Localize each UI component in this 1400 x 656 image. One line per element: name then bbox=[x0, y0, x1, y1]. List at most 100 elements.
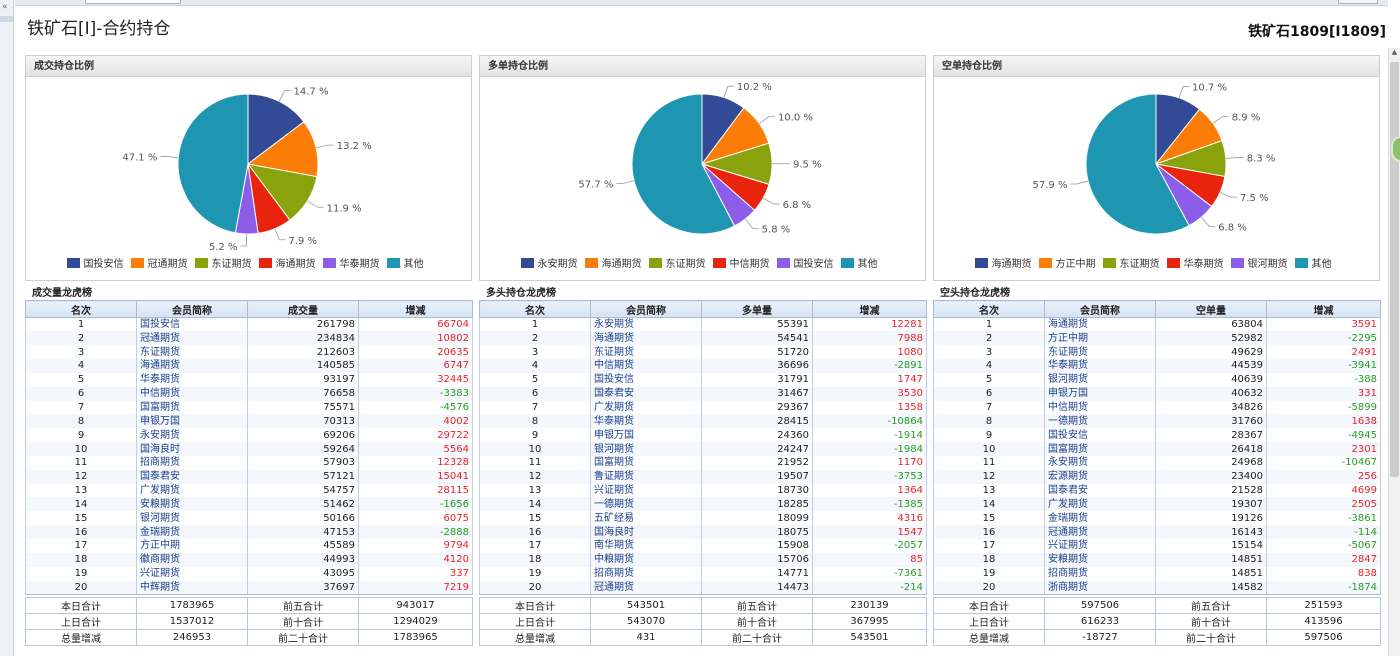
legend-item[interactable]: 国投安信 bbox=[776, 258, 834, 270]
double-chevron-icon[interactable]: « bbox=[2, 2, 8, 12]
member-name-link[interactable]: 金瑞期货 bbox=[1044, 511, 1156, 526]
member-name-link[interactable]: 国泰君安 bbox=[136, 469, 248, 484]
member-name-link[interactable]: 东证期货 bbox=[136, 345, 248, 360]
member-name-link[interactable]: 申银万国 bbox=[590, 428, 702, 443]
member-name-link[interactable]: 冠通期货 bbox=[136, 331, 248, 346]
member-name-link[interactable]: 永安期货 bbox=[590, 317, 702, 332]
legend-item[interactable]: 国投安信 bbox=[66, 258, 124, 270]
member-name-link[interactable]: 国投安信 bbox=[590, 372, 702, 387]
member-name-link[interactable]: 安粮期货 bbox=[1044, 552, 1156, 567]
member-name-link[interactable]: 冠通期货 bbox=[1044, 525, 1156, 539]
legend-item[interactable]: 海通期货 bbox=[974, 258, 1032, 270]
scroll-up-icon[interactable]: ▲ bbox=[1391, 48, 1398, 56]
member-name-link[interactable]: 中辉期货 bbox=[136, 580, 248, 595]
scrollbar-thumb[interactable] bbox=[1390, 62, 1399, 477]
member-name-link[interactable]: 冠通期货 bbox=[590, 580, 702, 595]
member-name-link[interactable]: 徽商期货 bbox=[136, 552, 248, 567]
legend-item[interactable]: 银河期货 bbox=[1230, 258, 1288, 270]
column-header[interactable]: 会员简称 bbox=[590, 300, 702, 318]
member-name-link[interactable]: 广发期货 bbox=[136, 483, 248, 498]
member-name-link[interactable]: 海通期货 bbox=[1044, 317, 1156, 332]
legend-item[interactable]: 华泰期货 bbox=[1166, 258, 1224, 270]
member-name-link[interactable]: 国投安信 bbox=[136, 317, 248, 332]
member-name-link[interactable]: 国投安信 bbox=[1044, 428, 1156, 443]
member-name-link[interactable]: 银河期货 bbox=[590, 442, 702, 456]
member-name-link[interactable]: 海通期货 bbox=[136, 359, 248, 373]
legend-item[interactable]: 海通期货 bbox=[258, 258, 316, 270]
member-name-link[interactable]: 银河期货 bbox=[1044, 372, 1156, 387]
member-name-link[interactable]: 国泰君安 bbox=[590, 386, 702, 401]
member-name-link[interactable]: 银河期货 bbox=[136, 511, 248, 526]
column-header[interactable]: 会员简称 bbox=[1044, 300, 1156, 318]
column-header[interactable]: 增减 bbox=[1266, 300, 1381, 318]
column-header[interactable]: 增减 bbox=[812, 300, 927, 318]
legend-item[interactable]: 其他 bbox=[840, 258, 878, 270]
member-name-link[interactable]: 中信期货 bbox=[590, 359, 702, 373]
member-name-link[interactable]: 中粮期货 bbox=[590, 552, 702, 567]
member-name-link[interactable]: 招商期货 bbox=[590, 566, 702, 581]
member-name-link[interactable]: 方正中期 bbox=[1044, 331, 1156, 346]
pie-slice[interactable] bbox=[246, 121, 319, 178]
member-name-link[interactable]: 国富期货 bbox=[1044, 442, 1156, 456]
member-name-link[interactable]: 南华期货 bbox=[590, 539, 702, 553]
legend-item[interactable]: 冠通期货 bbox=[130, 258, 188, 270]
member-name-link[interactable]: 五矿经易 bbox=[590, 511, 702, 526]
member-name-link[interactable]: 申银万国 bbox=[136, 414, 248, 429]
member-name-link[interactable]: 浙商期货 bbox=[1044, 580, 1156, 595]
pie-slice[interactable] bbox=[177, 93, 249, 234]
legend-item[interactable]: 方正中期 bbox=[1038, 258, 1096, 270]
legend-item[interactable]: 东证期货 bbox=[1102, 258, 1160, 270]
member-name-link[interactable]: 华泰期货 bbox=[1044, 359, 1156, 373]
legend-item[interactable]: 东证期货 bbox=[648, 258, 706, 270]
member-name-link[interactable]: 中信期货 bbox=[1044, 400, 1156, 415]
member-name-link[interactable]: 东证期货 bbox=[1044, 345, 1156, 360]
column-header[interactable]: 成交量 bbox=[247, 300, 359, 318]
member-name-link[interactable]: 国海良时 bbox=[590, 525, 702, 539]
member-name-link[interactable]: 广发期货 bbox=[590, 400, 702, 415]
member-name-link[interactable]: 申银万国 bbox=[1044, 386, 1156, 401]
pie-slice[interactable] bbox=[631, 93, 736, 235]
column-header[interactable]: 多单量 bbox=[701, 300, 813, 318]
legend-item[interactable]: 永安期货 bbox=[520, 258, 578, 270]
member-name-link[interactable]: 一德期货 bbox=[1044, 414, 1156, 429]
member-name-link[interactable]: 永安期货 bbox=[136, 428, 248, 443]
member-name-link[interactable]: 海通期货 bbox=[590, 331, 702, 346]
pie-slice[interactable] bbox=[1085, 93, 1190, 235]
column-header[interactable]: 会员简称 bbox=[136, 300, 248, 318]
date-input[interactable] bbox=[85, 0, 181, 4]
member-name-link[interactable]: 一德期货 bbox=[590, 497, 702, 512]
legend-item[interactable]: 其他 bbox=[1294, 258, 1332, 270]
legend-item[interactable]: 海通期货 bbox=[584, 258, 642, 270]
legend-item[interactable]: 华泰期货 bbox=[322, 258, 380, 270]
vertical-scrollbar[interactable]: ▲ bbox=[1388, 48, 1400, 656]
member-name-link[interactable]: 国富期货 bbox=[590, 455, 702, 470]
member-name-link[interactable]: 方正中期 bbox=[136, 539, 248, 553]
member-name-link[interactable]: 招商期货 bbox=[1044, 566, 1156, 581]
member-name-link[interactable]: 华泰期货 bbox=[590, 414, 702, 429]
member-name-link[interactable]: 招商期货 bbox=[136, 455, 248, 470]
column-header[interactable]: 名次 bbox=[25, 300, 137, 318]
member-name-link[interactable]: 国海良时 bbox=[136, 442, 248, 456]
legend-item[interactable]: 东证期货 bbox=[194, 258, 252, 270]
member-name-link[interactable]: 华泰期货 bbox=[136, 372, 248, 387]
left-collapse-strip[interactable]: « bbox=[0, 0, 14, 656]
member-name-link[interactable]: 鲁证期货 bbox=[590, 469, 702, 484]
legend-item[interactable]: 其他 bbox=[386, 258, 424, 270]
member-name-link[interactable]: 永安期货 bbox=[1044, 455, 1156, 470]
member-name-link[interactable]: 广发期货 bbox=[1044, 497, 1156, 512]
member-name-link[interactable]: 兴证期货 bbox=[1044, 539, 1156, 553]
member-name-link[interactable]: 兴证期货 bbox=[136, 566, 248, 581]
member-name-link[interactable]: 国泰君安 bbox=[1044, 483, 1156, 498]
top-button[interactable] bbox=[1338, 0, 1378, 4]
column-header[interactable]: 名次 bbox=[479, 300, 591, 318]
floating-side-button[interactable] bbox=[1391, 136, 1400, 162]
member-name-link[interactable]: 宏源期货 bbox=[1044, 469, 1156, 484]
column-header[interactable]: 空单量 bbox=[1155, 300, 1267, 318]
member-name-link[interactable]: 安粮期货 bbox=[136, 497, 248, 512]
column-header[interactable]: 名次 bbox=[933, 300, 1045, 318]
member-name-link[interactable]: 东证期货 bbox=[590, 345, 702, 360]
member-name-link[interactable]: 兴证期货 bbox=[590, 483, 702, 498]
member-name-link[interactable]: 中信期货 bbox=[136, 386, 248, 401]
legend-item[interactable]: 中信期货 bbox=[712, 258, 770, 270]
member-name-link[interactable]: 金瑞期货 bbox=[136, 525, 248, 539]
